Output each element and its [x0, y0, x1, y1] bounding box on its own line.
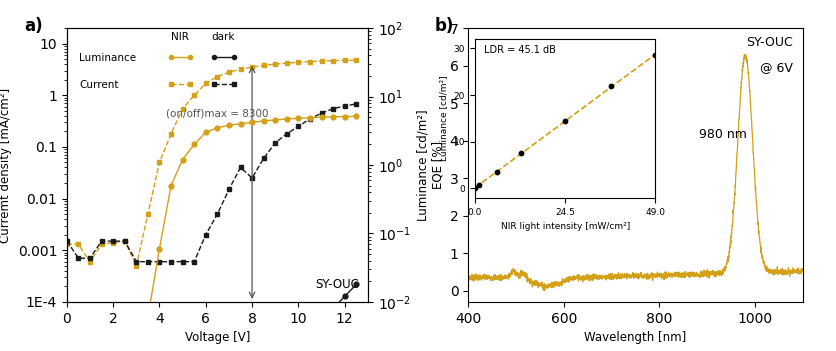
Text: Luminance: Luminance — [79, 53, 136, 63]
Text: (on/off)max = 8300: (on/off)max = 8300 — [166, 109, 269, 119]
Text: SY-OUC: SY-OUC — [315, 278, 359, 291]
Text: @ 6V: @ 6V — [760, 61, 793, 74]
Y-axis label: Curremt density [mA/cm²]: Curremt density [mA/cm²] — [0, 87, 12, 243]
Text: SY-OUC: SY-OUC — [746, 36, 793, 49]
X-axis label: Wavelength [nm]: Wavelength [nm] — [584, 331, 686, 344]
Text: 980 nm: 980 nm — [699, 128, 747, 141]
X-axis label: Voltage [V]: Voltage [V] — [185, 331, 250, 344]
Y-axis label: EQE [%]: EQE [%] — [431, 141, 444, 189]
Text: NIR: NIR — [171, 32, 189, 42]
Text: Current: Current — [79, 80, 119, 90]
Text: a): a) — [25, 17, 43, 35]
Text: dark: dark — [212, 32, 235, 42]
Y-axis label: Luminance [cd/m²]: Luminance [cd/m²] — [416, 109, 430, 221]
Text: b): b) — [435, 17, 454, 35]
